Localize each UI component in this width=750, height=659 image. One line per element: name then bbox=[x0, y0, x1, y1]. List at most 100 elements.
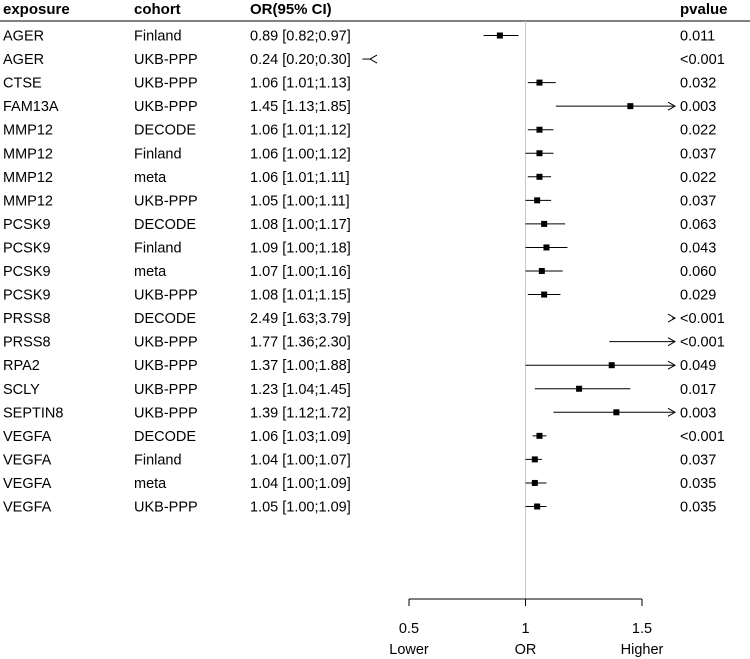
point-estimate bbox=[531, 456, 538, 463]
or-ci-label: 0.24 [0.20;0.30] bbox=[250, 52, 351, 68]
exposure-label: VEGFA bbox=[3, 476, 52, 492]
x-tick-label: 0.5 bbox=[399, 621, 419, 637]
cohort-label: UKB-PPP bbox=[134, 76, 198, 92]
table-row: AGER UKB-PPP 0.24 [0.20;0.30] <0.001 bbox=[3, 52, 725, 68]
table-row: VEGFA UKB-PPP 1.05 [1.00;1.09] 0.035 bbox=[3, 500, 716, 516]
table-row: MMP12 DECODE 1.06 [1.01;1.12] 0.022 bbox=[3, 123, 716, 139]
header-or-ci: OR(95% CI) bbox=[250, 1, 332, 18]
exposure-label: VEGFA bbox=[3, 429, 52, 445]
or-ci-label: 1.06 [1.01;1.13] bbox=[250, 76, 351, 92]
or-ci-label: 1.06 [1.00;1.12] bbox=[250, 146, 351, 162]
header-cohort: cohort bbox=[134, 1, 181, 18]
point-estimate bbox=[536, 126, 543, 133]
pvalue-label: <0.001 bbox=[680, 311, 725, 327]
table-row: MMP12 Finland 1.06 [1.00;1.12] 0.037 bbox=[3, 146, 716, 162]
x-axis-title: OR bbox=[515, 642, 537, 658]
cohort-label: meta bbox=[134, 264, 167, 280]
pvalue-label: 0.022 bbox=[680, 123, 716, 139]
lower-label: Lower bbox=[389, 642, 429, 658]
cohort-label: UKB-PPP bbox=[134, 193, 198, 209]
or-ci-label: 1.05 [1.00;1.11] bbox=[250, 193, 350, 209]
or-ci-label: 1.07 [1.00;1.16] bbox=[250, 264, 351, 280]
ci-arrow-right bbox=[667, 360, 677, 370]
pvalue-label: 0.063 bbox=[680, 217, 716, 233]
or-ci-label: 2.49 [1.63;3.79] bbox=[250, 311, 351, 327]
pvalue-label: 0.060 bbox=[680, 264, 716, 280]
cohort-label: meta bbox=[134, 476, 167, 492]
table-row: VEGFA DECODE 1.06 [1.03;1.09] <0.001 bbox=[3, 429, 725, 445]
table-row: PCSK9 Finland 1.09 [1.00;1.18] 0.043 bbox=[3, 240, 716, 256]
or-ci-label: 1.23 [1.04;1.45] bbox=[250, 382, 351, 398]
point-estimate bbox=[538, 268, 545, 274]
point-estimate bbox=[534, 197, 541, 204]
table-row: PCSK9 DECODE 1.08 [1.00;1.17] 0.063 bbox=[3, 217, 716, 233]
point-estimate bbox=[536, 432, 543, 439]
table-row: FAM13A UKB-PPP 1.45 [1.13;1.85] 0.003 bbox=[3, 99, 716, 115]
table-row: MMP12 UKB-PPP 1.05 [1.00;1.11] 0.037 bbox=[3, 193, 716, 209]
pvalue-label: 0.029 bbox=[680, 288, 716, 304]
table-row: VEGFA Finland 1.04 [1.00;1.07] 0.037 bbox=[3, 452, 716, 468]
pvalue-label: 0.037 bbox=[680, 452, 716, 468]
cohort-label: DECODE bbox=[134, 429, 196, 445]
pvalue-label: 0.035 bbox=[680, 500, 716, 516]
point-estimate bbox=[543, 244, 550, 251]
table-row: VEGFA meta 1.04 [1.00;1.09] 0.035 bbox=[3, 476, 716, 492]
table-row: MMP12 meta 1.06 [1.01;1.11] 0.022 bbox=[3, 170, 716, 186]
or-ci-label: 1.04 [1.00;1.09] bbox=[250, 476, 351, 492]
point-estimate bbox=[496, 32, 503, 39]
ci-arrow-right bbox=[667, 313, 677, 323]
cohort-label: Finland bbox=[134, 240, 182, 256]
exposure-label: MMP12 bbox=[3, 170, 53, 186]
table-row: CTSE UKB-PPP 1.06 [1.01;1.13] 0.032 bbox=[3, 76, 716, 92]
x-tick-label: 1 bbox=[521, 621, 529, 637]
point-estimate bbox=[536, 150, 543, 157]
point-estimate bbox=[536, 173, 543, 180]
exposure-label: VEGFA bbox=[3, 500, 52, 516]
or-ci-label: 1.06 [1.01;1.11] bbox=[250, 170, 350, 186]
pvalue-label: 0.017 bbox=[680, 382, 716, 398]
cohort-label: UKB-PPP bbox=[134, 405, 198, 421]
exposure-label: AGER bbox=[3, 29, 44, 45]
point-estimate bbox=[541, 291, 548, 298]
table-row: PRSS8 UKB-PPP 1.77 [1.36;2.30] <0.001 bbox=[3, 335, 725, 351]
cohort-label: UKB-PPP bbox=[134, 335, 198, 351]
or-ci-label: 1.04 [1.00;1.07] bbox=[250, 452, 351, 468]
exposure-label: PCSK9 bbox=[3, 264, 51, 280]
pvalue-label: 0.032 bbox=[680, 76, 716, 92]
table-row: PCSK9 meta 1.07 [1.00;1.16] 0.060 bbox=[3, 264, 716, 280]
exposure-label: PCSK9 bbox=[3, 240, 51, 256]
or-ci-label: 1.37 [1.00;1.88] bbox=[250, 358, 351, 374]
exposure-label: PCSK9 bbox=[3, 217, 51, 233]
or-ci-label: 1.77 [1.36;2.30] bbox=[250, 335, 351, 351]
x-axis: 0.5 1 1.5 Lower OR Higher bbox=[389, 598, 664, 658]
or-ci-label: 1.08 [1.00;1.17] bbox=[250, 217, 351, 233]
pvalue-label: 0.011 bbox=[680, 29, 715, 45]
ci-arrow-right bbox=[667, 407, 677, 417]
cohort-label: UKB-PPP bbox=[134, 358, 198, 374]
exposure-label: MMP12 bbox=[3, 123, 53, 139]
header-exposure: exposure bbox=[3, 1, 70, 18]
cohort-label: DECODE bbox=[134, 123, 196, 139]
cohort-label: DECODE bbox=[134, 311, 196, 327]
x-tick-label: 1.5 bbox=[632, 621, 652, 637]
exposure-label: SEPTIN8 bbox=[3, 405, 63, 421]
pvalue-label: 0.003 bbox=[680, 405, 716, 421]
point-estimate bbox=[536, 79, 543, 86]
cohort-label: Finland bbox=[134, 146, 182, 162]
exposure-label: MMP12 bbox=[3, 193, 53, 209]
pvalue-label: <0.001 bbox=[680, 429, 725, 445]
pvalue-label: 0.003 bbox=[680, 99, 716, 115]
ci-arrow-left bbox=[368, 54, 378, 64]
exposure-label: PRSS8 bbox=[3, 311, 51, 327]
point-estimate bbox=[534, 503, 541, 510]
or-ci-label: 1.45 [1.13;1.85] bbox=[250, 99, 351, 115]
cohort-label: UKB-PPP bbox=[134, 52, 198, 68]
cohort-label: UKB-PPP bbox=[134, 99, 198, 115]
cohort-label: UKB-PPP bbox=[134, 500, 198, 516]
point-estimate bbox=[531, 479, 538, 486]
table-row: PCSK9 UKB-PPP 1.08 [1.01;1.15] 0.029 bbox=[3, 288, 716, 304]
ci-arrow-right bbox=[667, 337, 677, 347]
point-estimate bbox=[576, 385, 583, 392]
pvalue-label: <0.001 bbox=[680, 52, 725, 68]
